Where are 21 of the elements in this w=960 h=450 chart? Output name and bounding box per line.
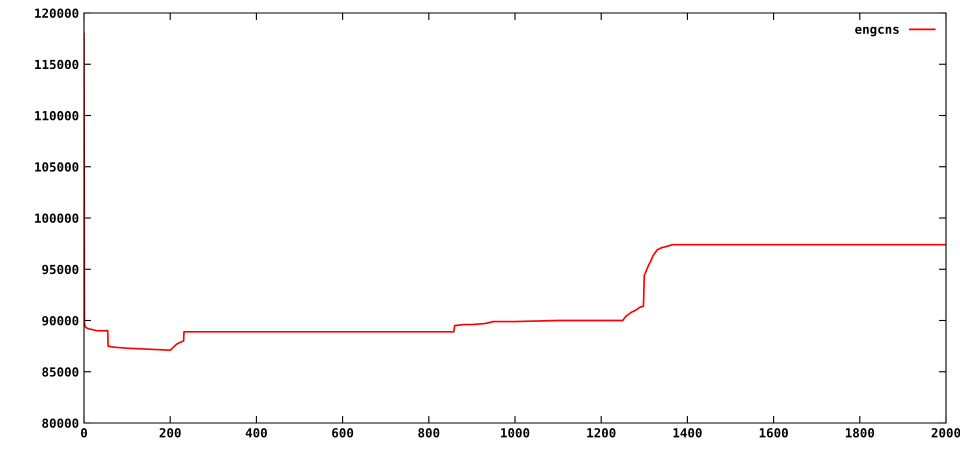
x-tick-label: 1800	[846, 428, 874, 438]
legend-label: engcns	[855, 26, 899, 36]
x-tick-label: 1000	[501, 428, 530, 438]
y-tick-label: 95000	[42, 264, 78, 274]
x-tick-label: 400	[246, 428, 267, 438]
y-tick-label: 110000	[35, 110, 78, 120]
x-tick-label: 2000	[932, 428, 960, 438]
x-tick-label: 800	[418, 428, 440, 438]
y-tick-label: 100000	[35, 213, 78, 223]
x-tick-label: 200	[160, 428, 181, 438]
x-tick-label: 600	[332, 428, 354, 438]
x-tick-label: 1200	[587, 428, 616, 438]
y-tick-label: 80000	[42, 418, 78, 428]
y-tick-label: 105000	[35, 162, 78, 172]
x-tick-label: 0	[80, 428, 88, 438]
y-tick-label: 85000	[42, 367, 78, 377]
y-tick-label: 120000	[35, 8, 78, 18]
x-tick-label: 1400	[674, 428, 702, 438]
y-tick-label: 115000	[35, 60, 78, 70]
y-tick-label: 90000	[42, 316, 78, 326]
x-tick-label: 1600	[760, 428, 788, 438]
